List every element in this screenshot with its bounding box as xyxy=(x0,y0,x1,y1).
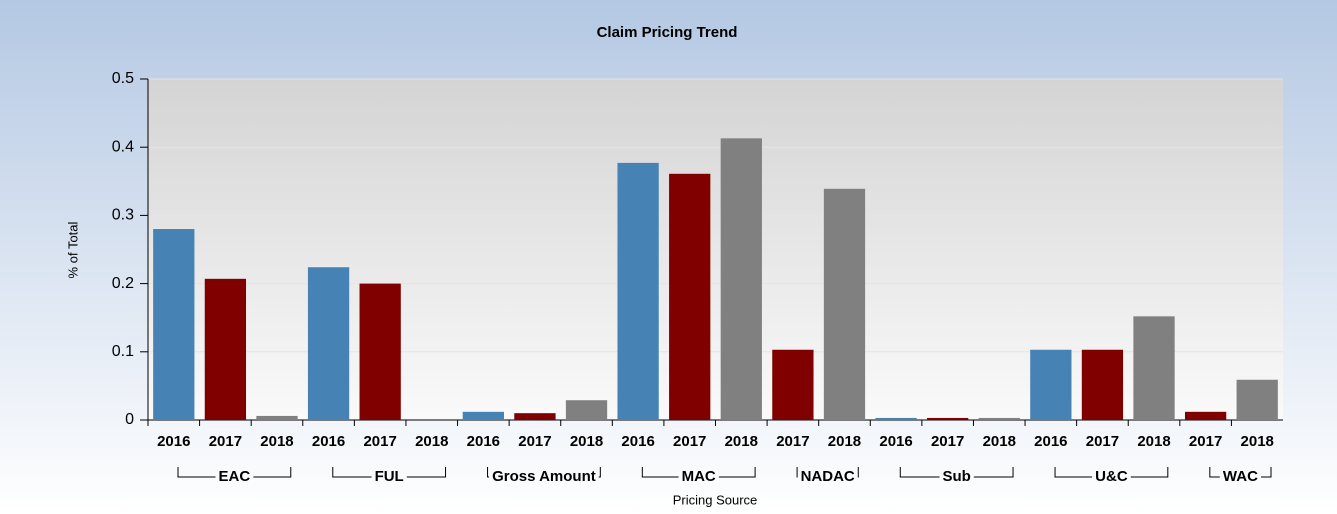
group-label: MAC xyxy=(682,468,716,485)
bar xyxy=(927,417,969,420)
bar xyxy=(462,411,504,420)
bar xyxy=(1133,316,1175,420)
group-bracket xyxy=(332,467,447,478)
y-tick-label: 0.3 xyxy=(112,207,134,224)
x-tick-label: 2017 xyxy=(931,433,964,450)
bar xyxy=(1236,379,1278,420)
bar xyxy=(204,278,247,420)
chart-title: Claim Pricing Trend xyxy=(597,24,738,41)
x-tick-label: 2017 xyxy=(518,433,551,450)
group-bracket xyxy=(1209,467,1272,478)
x-axis-title: Pricing Source xyxy=(673,492,758,507)
x-tick-label: 2017 xyxy=(1086,433,1119,450)
group-label: FUL xyxy=(375,468,404,485)
bar xyxy=(307,267,350,420)
group-bracket xyxy=(796,467,859,478)
bar xyxy=(1030,349,1072,420)
y-tick-label: 0.5 xyxy=(112,70,134,87)
x-tick-label: 2016 xyxy=(1034,433,1067,450)
group-bracket xyxy=(177,467,292,478)
bar xyxy=(153,229,195,420)
group-label: NADAC xyxy=(801,468,855,485)
group-bracket xyxy=(641,467,756,478)
bar xyxy=(256,415,298,420)
group-label: Gross Amount xyxy=(492,468,596,485)
y-tick-label: 0.4 xyxy=(112,138,134,155)
x-tick-label: 2018 xyxy=(1241,433,1274,450)
group-label: WAC xyxy=(1223,468,1258,485)
group-label: U&C xyxy=(1095,468,1128,485)
x-tick-label: 2018 xyxy=(828,433,861,450)
bar xyxy=(514,413,556,420)
x-tick-label: 2016 xyxy=(879,433,912,450)
x-tick-label: 2018 xyxy=(983,433,1016,450)
y-tick-label: 0 xyxy=(125,411,134,428)
bar xyxy=(978,417,1020,420)
group-bracket xyxy=(899,467,1014,478)
x-tick-label: 2017 xyxy=(673,433,706,450)
bar xyxy=(875,417,917,420)
bar xyxy=(565,400,608,420)
x-tick-label: 2017 xyxy=(209,433,242,450)
x-tick-label: 2018 xyxy=(1137,433,1170,450)
x-tick-label: 2016 xyxy=(621,433,654,450)
bar xyxy=(772,349,814,420)
bar xyxy=(359,283,401,420)
group-label: EAC xyxy=(219,468,251,485)
x-tick-label: 2018 xyxy=(260,433,293,450)
group-bracket xyxy=(487,467,601,478)
x-tick-label: 2017 xyxy=(1189,433,1222,450)
bar xyxy=(1184,411,1227,420)
bar xyxy=(669,173,711,420)
bar xyxy=(823,188,866,420)
x-tick-label: 2017 xyxy=(363,433,396,450)
x-tick-label: 2016 xyxy=(312,433,345,450)
x-tick-label: 2018 xyxy=(570,433,603,450)
x-tick-label: 2018 xyxy=(725,433,758,450)
bar xyxy=(720,138,762,421)
x-tick-label: 2016 xyxy=(467,433,500,450)
y-tick-label: 0.1 xyxy=(112,343,134,360)
y-axis-title: % of Total xyxy=(65,221,80,278)
bar xyxy=(1081,349,1124,420)
bar xyxy=(617,162,659,421)
x-tick-label: 2017 xyxy=(776,433,809,450)
group-bracket xyxy=(1054,467,1169,478)
x-tick-label: 2016 xyxy=(157,433,190,450)
y-tick-label: 0.2 xyxy=(112,275,134,292)
group-label: Sub xyxy=(942,468,970,485)
x-tick-label: 2018 xyxy=(415,433,448,450)
